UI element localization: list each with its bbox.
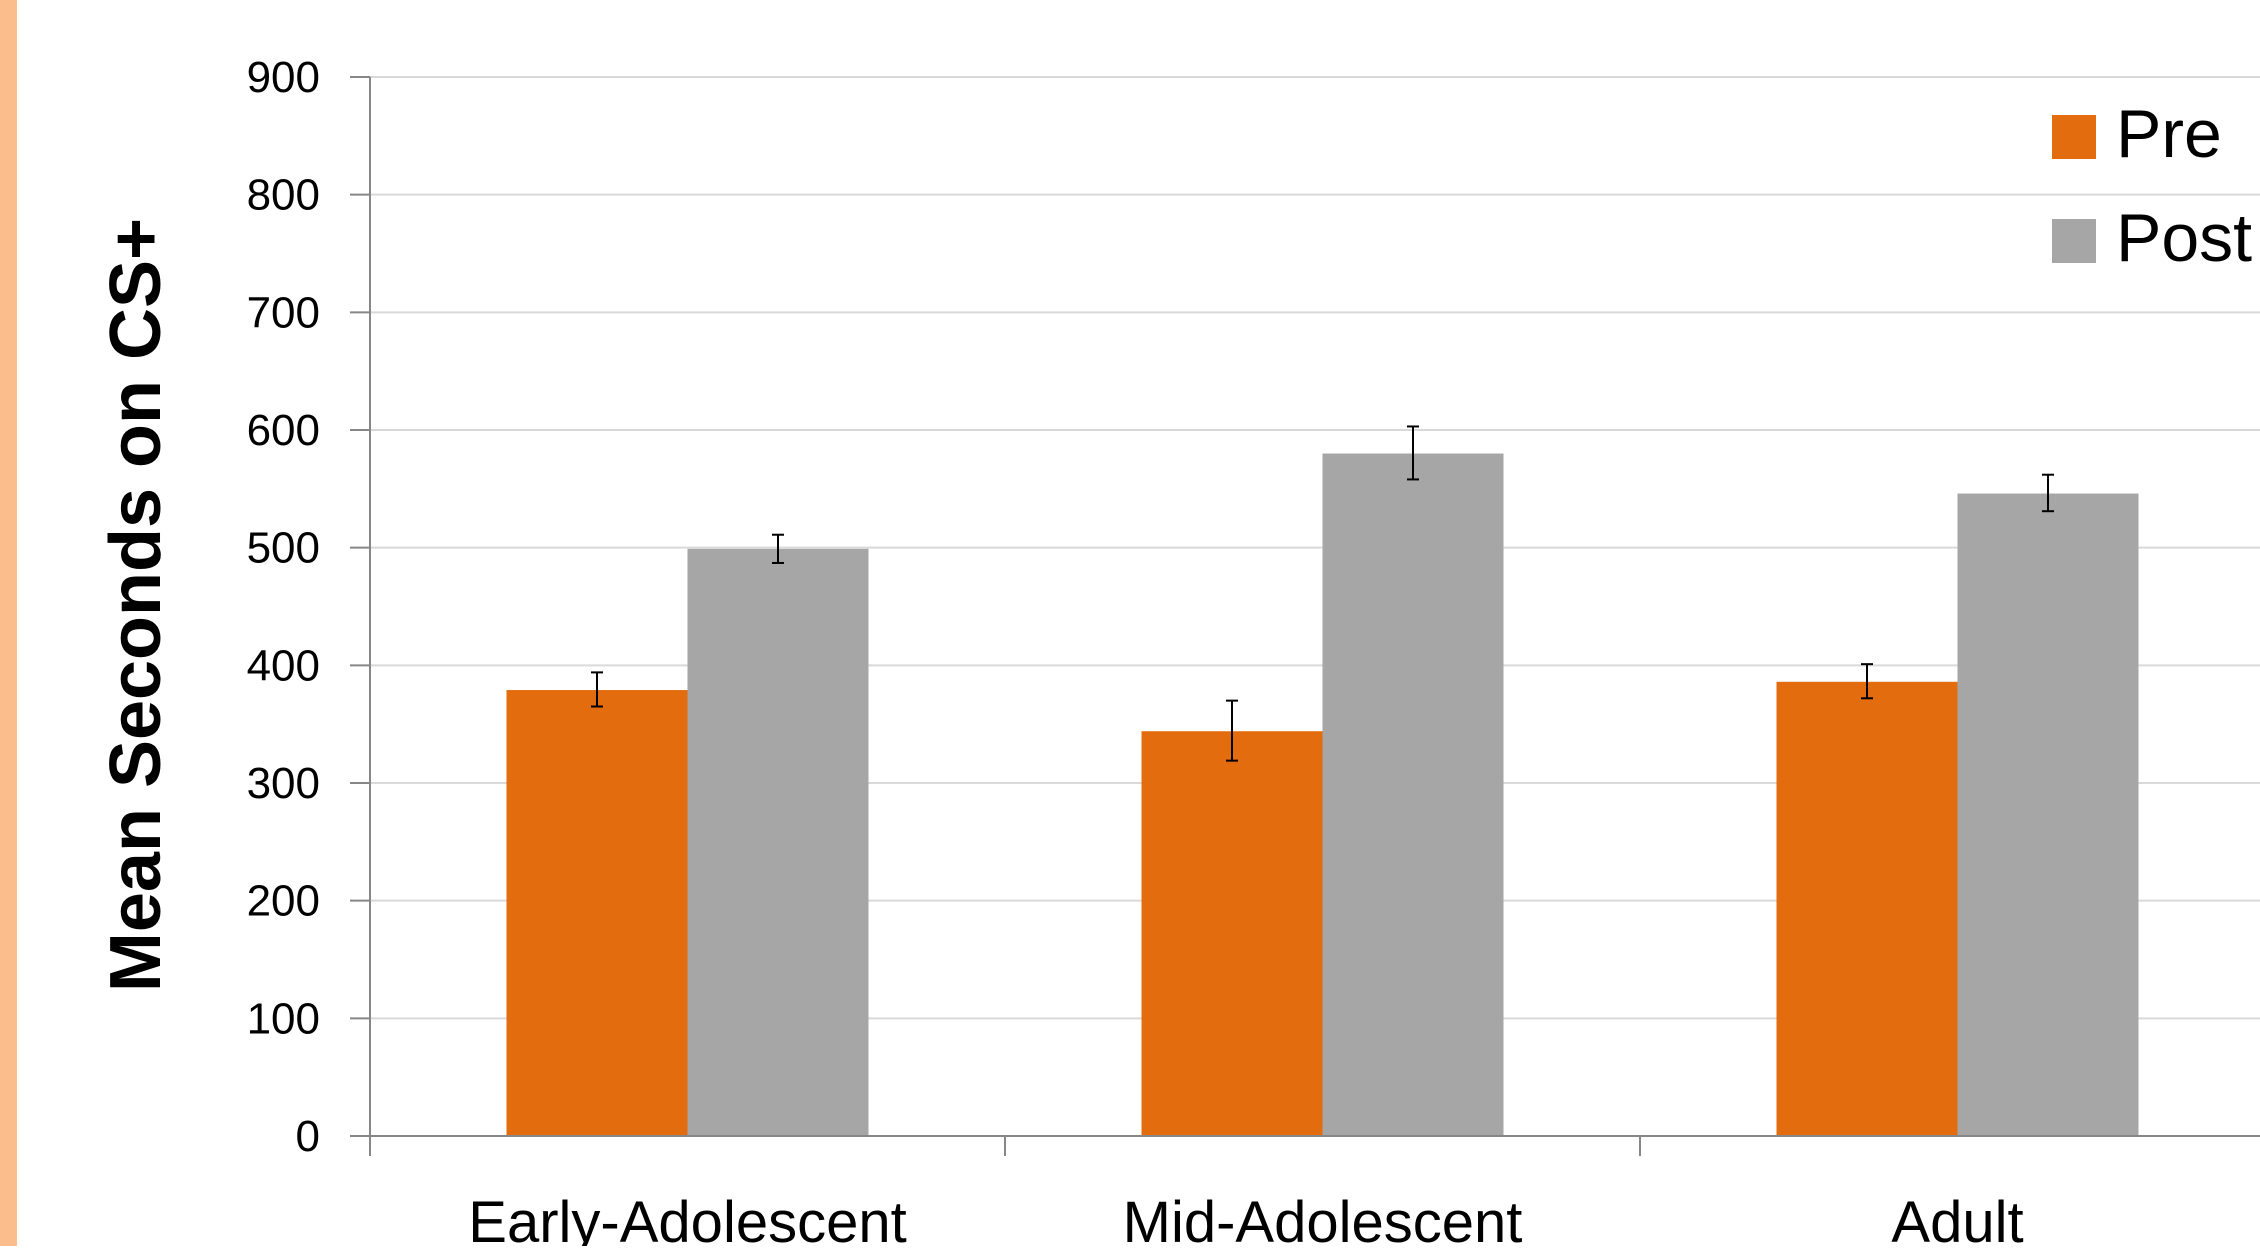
axes <box>369 77 2260 1156</box>
y-tick-label: 400 <box>247 641 320 690</box>
y-axis-title: Mean Seconds on CS+ <box>96 218 176 992</box>
y-tick-label: 0 <box>296 1112 320 1161</box>
bar-pre-early-adolescent <box>506 690 688 1136</box>
legend: Pre Post <box>2052 96 2252 276</box>
legend-label-pre: Pre <box>2116 96 2222 172</box>
legend-swatch-pre <box>2052 115 2096 159</box>
legend-label-post: Post <box>2116 200 2252 276</box>
bar-pre-mid-adolescent <box>1141 731 1323 1136</box>
category-labels: Early-Adolescent Mid-Adolescent Adult <box>468 1190 2023 1251</box>
y-tick-label: 700 <box>247 288 320 337</box>
y-tick-label: 300 <box>247 759 320 808</box>
x-category-label: Mid-Adolescent <box>1123 1190 1523 1246</box>
legend-swatch-post <box>2052 219 2096 263</box>
y-tick-label: 200 <box>247 877 320 926</box>
bars <box>506 453 2139 1136</box>
y-tick-label: 100 <box>247 994 320 1043</box>
left-decorative-stripe <box>0 0 17 1246</box>
bar-post-early-adolescent <box>687 548 869 1136</box>
y-tick-label: 600 <box>247 406 320 455</box>
bar-post-adult <box>1957 493 2139 1136</box>
error-bars <box>591 425 2054 762</box>
bar-pre-adult <box>1776 681 1958 1136</box>
y-tick-label: 500 <box>247 524 320 573</box>
y-tick-label: 800 <box>247 171 320 220</box>
x-category-label: Adult <box>1891 1190 2023 1246</box>
y-tick-labels: 0 100 200 300 400 500 600 700 800 900 <box>247 53 320 1161</box>
x-category-label: Early-Adolescent <box>468 1190 906 1246</box>
bar-post-mid-adolescent <box>1322 453 1504 1136</box>
y-tick-label: 900 <box>247 53 320 102</box>
